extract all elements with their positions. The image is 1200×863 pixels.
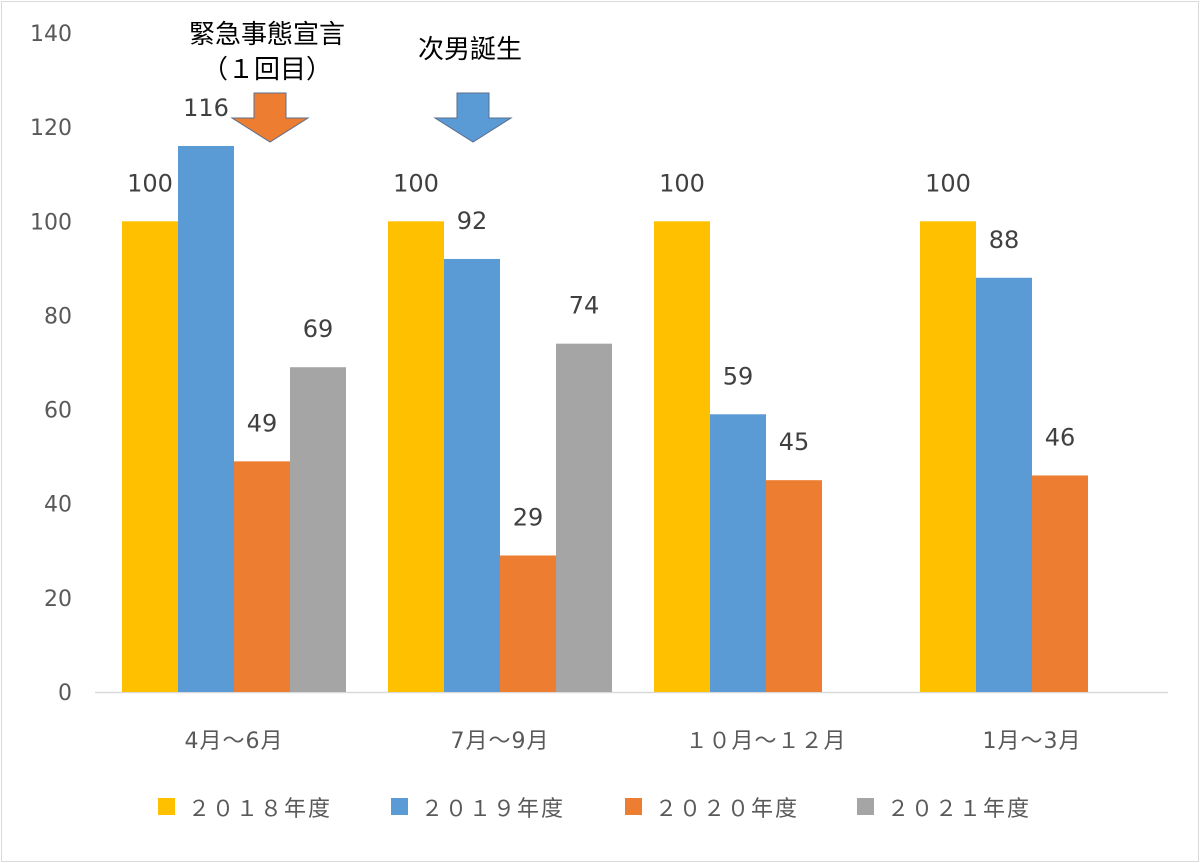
bar [122,221,178,693]
legend-label: ２０２０年度 [655,797,799,822]
annotation-text: （１回目） [202,55,332,85]
bar [654,221,710,693]
data-label: 46 [1045,423,1076,451]
data-label: 45 [779,428,810,456]
data-label: 100 [659,169,705,197]
data-label: 92 [457,207,488,235]
bar [710,414,766,692]
data-label: 100 [393,169,439,197]
bar [976,277,1032,692]
x-tick-label: １０月～１２月 [685,729,846,754]
bar [178,145,234,692]
legend-swatch [625,798,642,815]
legend-swatch [158,798,175,815]
x-tick-label: 4月～6月 [185,729,284,754]
legend-label: ２０２１年度 [887,797,1031,822]
data-label: 29 [513,503,544,531]
data-label: 49 [247,409,278,437]
bar [500,555,556,692]
annotation-arrow [433,92,513,143]
legend-label: ２０１８年度 [188,797,332,822]
data-label: 88 [989,226,1020,254]
data-label: 74 [569,292,600,320]
data-label: 100 [925,169,971,197]
annotation-arrow [230,92,310,143]
bar [388,221,444,693]
y-tick-label: 0 [58,681,72,706]
annotation-text: 緊急事態宣言 [189,20,345,50]
bar [290,367,346,692]
bar [234,461,290,692]
data-label: 100 [127,169,173,197]
legend-swatch [391,798,408,815]
legend-label: ２０１９年度 [421,797,565,822]
x-tick-label: 7月～9月 [451,729,550,754]
annotation-text: 次男誕生 [418,35,522,65]
x-tick-label: 1月～3月 [983,729,1082,754]
bar [1032,475,1088,692]
y-tick-label: 40 [44,493,72,518]
bar [766,480,822,692]
bar [920,221,976,693]
data-label: 59 [723,362,754,390]
bar [556,343,612,692]
y-tick-label: 140 [30,22,72,47]
y-tick-label: 120 [30,116,72,141]
y-tick-label: 100 [30,210,72,235]
data-label: 69 [303,315,334,343]
data-label: 116 [183,94,229,122]
legend-swatch [857,798,874,815]
y-tick-label: 20 [44,587,72,612]
bar [444,258,500,692]
y-tick-label: 80 [44,304,72,329]
y-tick-label: 60 [44,399,72,424]
